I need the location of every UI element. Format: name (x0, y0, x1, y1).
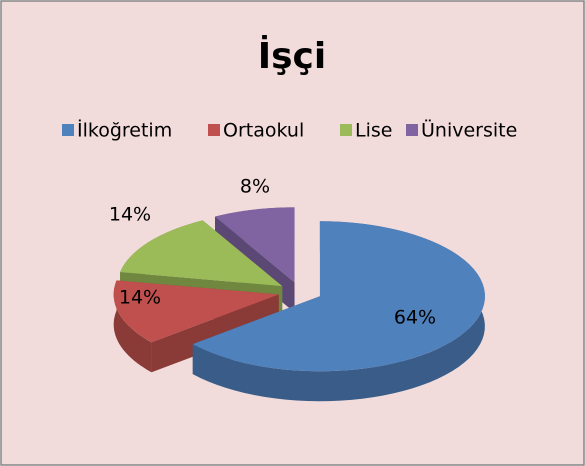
pie-slice (120, 220, 283, 287)
legend-label: Üniversite (421, 119, 517, 142)
data-label: 8% (240, 176, 270, 198)
pie-tops (113, 207, 485, 372)
legend-swatch (62, 124, 74, 136)
pie-slice (113, 280, 279, 343)
slice-side (192, 221, 485, 402)
pie-slice (215, 207, 295, 283)
data-label: 14% (109, 204, 151, 226)
slice-side (113, 280, 152, 373)
pie-slice (192, 221, 485, 372)
legend-swatch (340, 124, 352, 136)
legend-label: Ortaokul (223, 120, 304, 142)
chart-title: İşçi (258, 35, 327, 77)
data-label: 64% (394, 307, 436, 329)
legend-swatch (208, 124, 220, 136)
legend-label: İlkoğretim (77, 119, 172, 142)
data-label: 14% (119, 287, 161, 309)
legend-label: Lise (355, 120, 392, 142)
legend-swatch (406, 124, 418, 136)
